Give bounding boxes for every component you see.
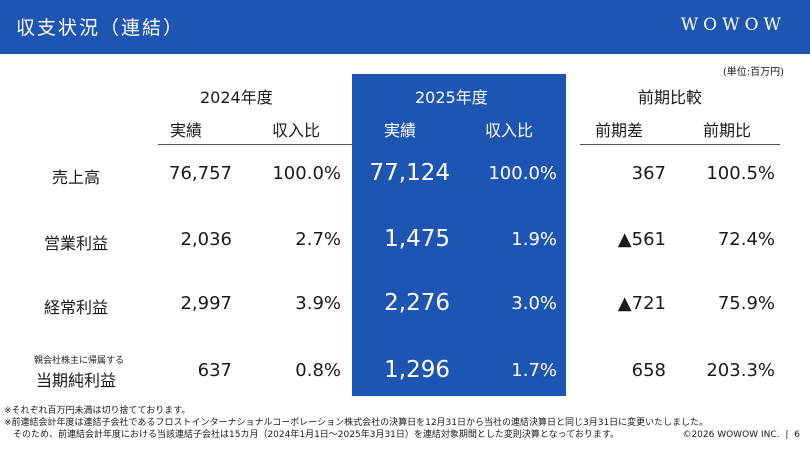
- row-sublabel-net-income: 親会社株主に帰属する: [34, 356, 125, 366]
- cell-ordinary-ratio-2024: 3.9%: [295, 293, 341, 314]
- cell-ordinary-yoy: 75.9%: [717, 293, 775, 314]
- cell-sales-ratio-2025: 100.0%: [488, 163, 557, 184]
- cell-net-diff: 658: [631, 360, 666, 381]
- header-bar: 収支状況（連結） WOWOW: [0, 0, 810, 54]
- cell-net-ratio-2024: 0.8%: [295, 360, 341, 381]
- row-label-net-income: 当期純利益: [36, 371, 117, 390]
- cell-sales-yoy: 100.5%: [706, 163, 775, 184]
- cell-sales-diff: 367: [631, 163, 666, 184]
- cell-operating-ratio-2025: 1.9%: [511, 229, 557, 250]
- subheader-ratio-2024: 収入比: [272, 121, 321, 140]
- cell-operating-2024: 2,036: [180, 229, 232, 250]
- subheader-diff: 前期差: [595, 121, 644, 140]
- page-number: 6: [794, 430, 800, 440]
- cell-net-2024: 637: [197, 360, 232, 381]
- cell-net-ratio-2025: 1.7%: [511, 360, 557, 381]
- footnote-2: ※前連結会計年度は連結子会社であるフロストインターナショナルコーポレーション株式…: [4, 418, 709, 428]
- cell-sales-2025: 77,124: [369, 160, 450, 186]
- subheader-actual-2024: 実績: [170, 121, 203, 140]
- footnotes: ※それぞれ百万円未満は切り捨てております。 ※前連結会計年度は連結子会社であるフ…: [4, 405, 708, 441]
- wowow-logo: WOWOW: [680, 15, 786, 35]
- cell-ordinary-2025: 2,276: [384, 290, 450, 316]
- cell-ordinary-diff: ▲721: [617, 293, 666, 314]
- header-fy2024: 2024年度: [200, 88, 273, 107]
- header-fy2025: 2025年度: [415, 88, 488, 107]
- unit-note: (単位:百万円): [722, 67, 784, 78]
- page-footer: ©2026 WOWOW INC. | 6: [682, 430, 800, 440]
- row-label-operating-income: 営業利益: [44, 234, 109, 253]
- row-label-sales: 売上高: [52, 168, 101, 187]
- footer-separator: |: [785, 430, 789, 440]
- subheader-actual-2025: 実績: [384, 121, 417, 140]
- cell-ordinary-2024: 2,997: [180, 293, 232, 314]
- header-divider-2024: [158, 144, 352, 145]
- header-divider-comparison: [580, 144, 780, 145]
- cell-net-yoy: 203.3%: [706, 360, 775, 381]
- cell-sales-2024: 76,757: [169, 163, 232, 184]
- header-comparison: 前期比較: [638, 88, 703, 107]
- cell-net-2025: 1,296: [384, 357, 450, 383]
- fy2025-highlight: [352, 74, 566, 396]
- copyright: ©2026 WOWOW INC.: [682, 430, 780, 440]
- cell-operating-ratio-2024: 2.7%: [295, 229, 341, 250]
- page-title: 収支状況（連結）: [16, 17, 185, 39]
- cell-ordinary-ratio-2025: 3.0%: [511, 293, 557, 314]
- cell-operating-2025: 1,475: [384, 226, 450, 252]
- row-label-ordinary-income: 経常利益: [44, 298, 109, 317]
- cell-operating-diff: ▲561: [617, 229, 666, 250]
- subheader-ratio-2025: 収入比: [485, 121, 534, 140]
- footnote-3: そのため、前連結会計年度における当該連結子会社は15カ月（2024年1月1日～2…: [4, 430, 620, 440]
- cell-sales-ratio-2024: 100.0%: [272, 163, 341, 184]
- cell-operating-yoy: 72.4%: [717, 229, 775, 250]
- subheader-yoy: 前期比: [703, 121, 752, 140]
- footnote-1: ※それぞれ百万円未満は切り捨てております。: [4, 406, 191, 416]
